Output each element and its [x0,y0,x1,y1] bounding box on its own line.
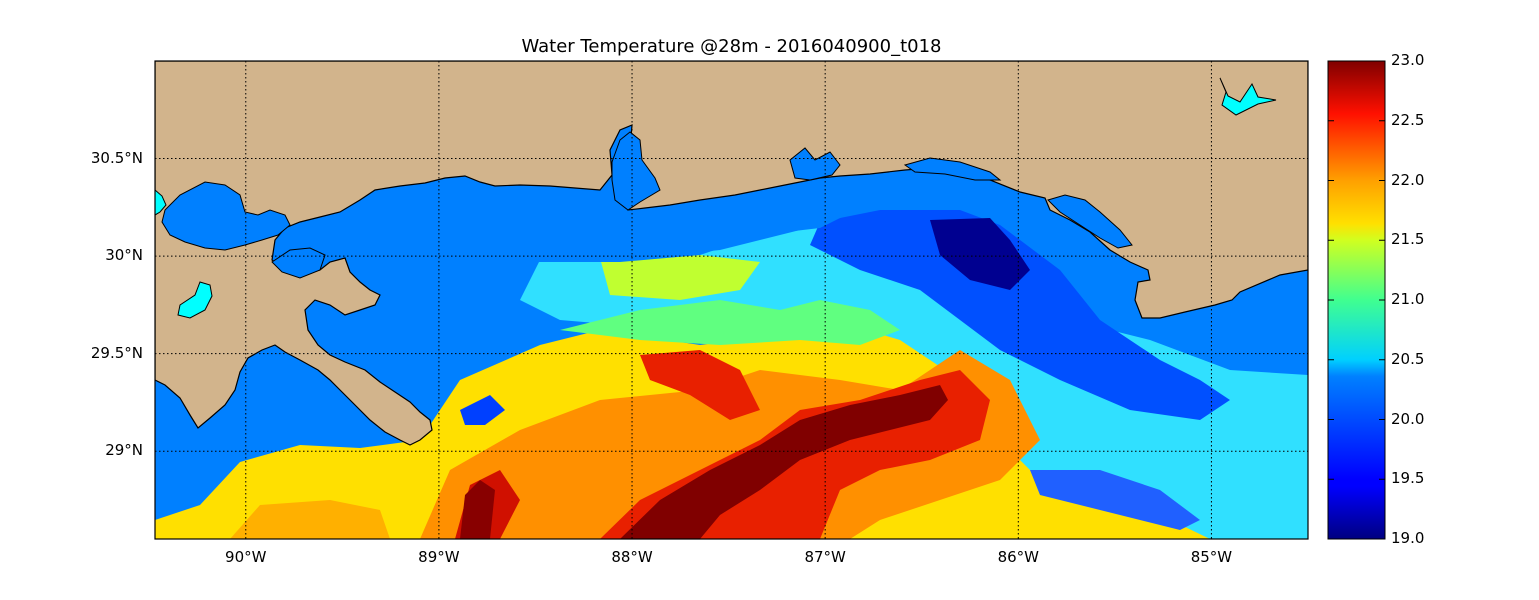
lat-tick-label: 29°N [105,441,143,460]
colorbar-tick-label: 21.0 [1391,290,1425,308]
lake-pontchartrain-bay [161,181,291,251]
red-filament-north [640,350,760,420]
lake-borgne-bay [271,247,326,279]
lime-region [600,255,760,300]
temperature-field [155,210,1308,539]
choctawhatchee-bay [903,157,1002,181]
graticule [155,61,1308,539]
colorbar-tick-label: 20.5 [1391,349,1425,368]
plot-frame [154,60,1309,540]
mobile-bay [611,131,661,211]
lon-tick-label: 89°W [418,548,460,566]
colorbar-tick-label: 19.5 [1391,469,1425,488]
map-title: Water Temperature @28m - 2016040900_t018 [521,36,942,57]
darkred-filament [460,480,495,539]
st-andrew-bay [1047,194,1133,249]
blue-water-region [810,210,1230,420]
southwest-orange-patch [230,500,390,539]
colorbar-tick-label: 19.0 [1391,529,1425,547]
colorbar-tick-label: 23.0 [1391,51,1425,69]
darkred-core [620,385,948,539]
lon-tick-label: 85°W [1190,548,1233,566]
small-lake-west [155,189,167,216]
pensacola-bay [789,147,841,181]
lake-salvador [177,281,213,319]
blue-eddy [460,395,505,425]
lake-northeast [1219,77,1277,116]
lon-tick-label: 88°W [611,548,653,566]
coldest-water-region [930,218,1030,290]
lat-tick-label: 30.5°N [90,148,143,167]
cool-water-region [520,215,1308,539]
green-band [560,300,900,345]
lon-tick-label: 87°W [804,548,846,566]
colorbar-tick-label: 22.5 [1391,110,1425,129]
colorbar-tick-label: 22.0 [1391,170,1425,189]
colorbar-tick-label: 21.5 [1391,230,1425,249]
southeast-blue-patch [1030,470,1200,530]
colorbar [1327,60,1386,540]
lat-tick-label: 29.5°N [90,343,143,362]
lon-tick-label: 86°W [997,548,1039,566]
colorbar-ticks [1328,60,1385,540]
land [155,61,1308,446]
lat-tick-label: 30°N [105,246,143,265]
coastal-masked-water [155,175,1308,300]
lon-tick-label: 90°W [225,548,267,566]
colorbar-tick-label: 20.0 [1391,409,1425,428]
